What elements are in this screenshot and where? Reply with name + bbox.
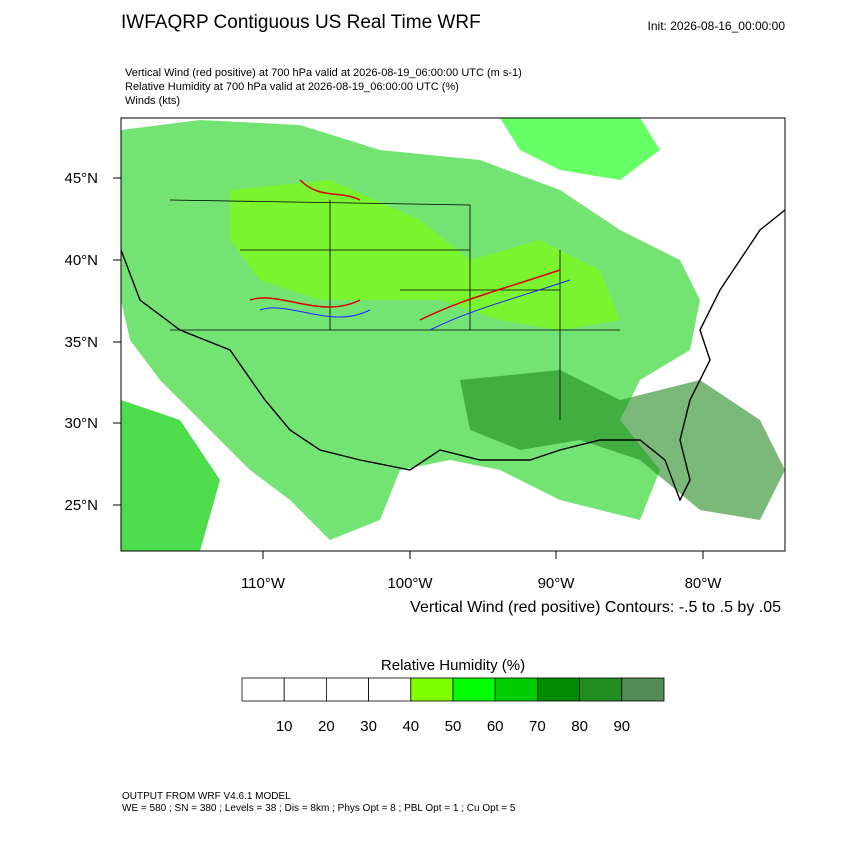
vertical-wind-contours xyxy=(249,179,561,321)
colorbar-label: 40 xyxy=(402,718,419,735)
colorbar-title: Relative Humidity (%) xyxy=(381,657,525,674)
colorbar-cell xyxy=(410,677,454,702)
map xyxy=(120,117,786,552)
subtitle: Winds (kts) xyxy=(125,95,180,107)
subtitle: Relative Humidity at 700 hPa valid at 20… xyxy=(125,81,459,93)
lon-label: 80°W xyxy=(685,575,723,592)
footer-line: OUTPUT FROM WRF V4.6.1 MODEL xyxy=(122,791,291,802)
colorbar-cell xyxy=(241,677,285,702)
subtitle: Vertical Wind (red positive) at 700 hPa … xyxy=(125,67,522,79)
colorbar-cell xyxy=(537,677,581,702)
footer-line: WE = 580 ; SN = 380 ; Levels = 38 ; Dis … xyxy=(122,803,516,814)
colorbar-label: 70 xyxy=(529,718,546,735)
colorbar-cell xyxy=(494,677,538,702)
vertical-wind-contours xyxy=(259,279,571,331)
lon-label: 110°W xyxy=(241,575,286,592)
humidity-field xyxy=(460,370,785,520)
colorbar-cell xyxy=(579,677,623,702)
colorbar-label: 20 xyxy=(318,718,335,735)
lat-label: 45°N xyxy=(64,170,98,187)
colorbar-cell xyxy=(452,677,496,702)
colorbar-label: 80 xyxy=(571,718,588,735)
lat-label: 35°N xyxy=(64,334,98,351)
coastline xyxy=(121,209,785,502)
humidity-field xyxy=(230,180,620,330)
humidity-field xyxy=(500,118,660,180)
colorbar-label: 60 xyxy=(487,718,504,735)
colorbar: 10 20 30 40 50 60 70 80 90 xyxy=(241,677,665,735)
lon-label: 90°W xyxy=(538,575,576,592)
contour-note: Vertical Wind (red positive) Contours: -… xyxy=(410,599,781,616)
colorbar-label: 90 xyxy=(613,718,630,735)
colorbar-label: 10 xyxy=(276,718,293,735)
lat-label: 40°N xyxy=(64,252,98,269)
title: IWFAQRP Contiguous US Real Time WRF xyxy=(121,12,481,33)
humidity-field xyxy=(121,400,220,551)
colorbar-cell xyxy=(621,677,665,702)
colorbar-label: 50 xyxy=(445,718,462,735)
colorbar-cell xyxy=(325,677,369,702)
colorbar-label: 30 xyxy=(360,718,377,735)
colorbar-cell xyxy=(283,677,327,702)
lat-label: 30°N xyxy=(64,415,98,432)
lon-label: 100°W xyxy=(387,575,433,592)
colorbar-cell xyxy=(368,677,412,702)
init-time: Init: 2026-08-16_00:00:00 xyxy=(648,19,786,33)
state-borders xyxy=(169,199,620,420)
map-frame xyxy=(120,117,786,552)
lat-label: 25°N xyxy=(64,497,98,514)
